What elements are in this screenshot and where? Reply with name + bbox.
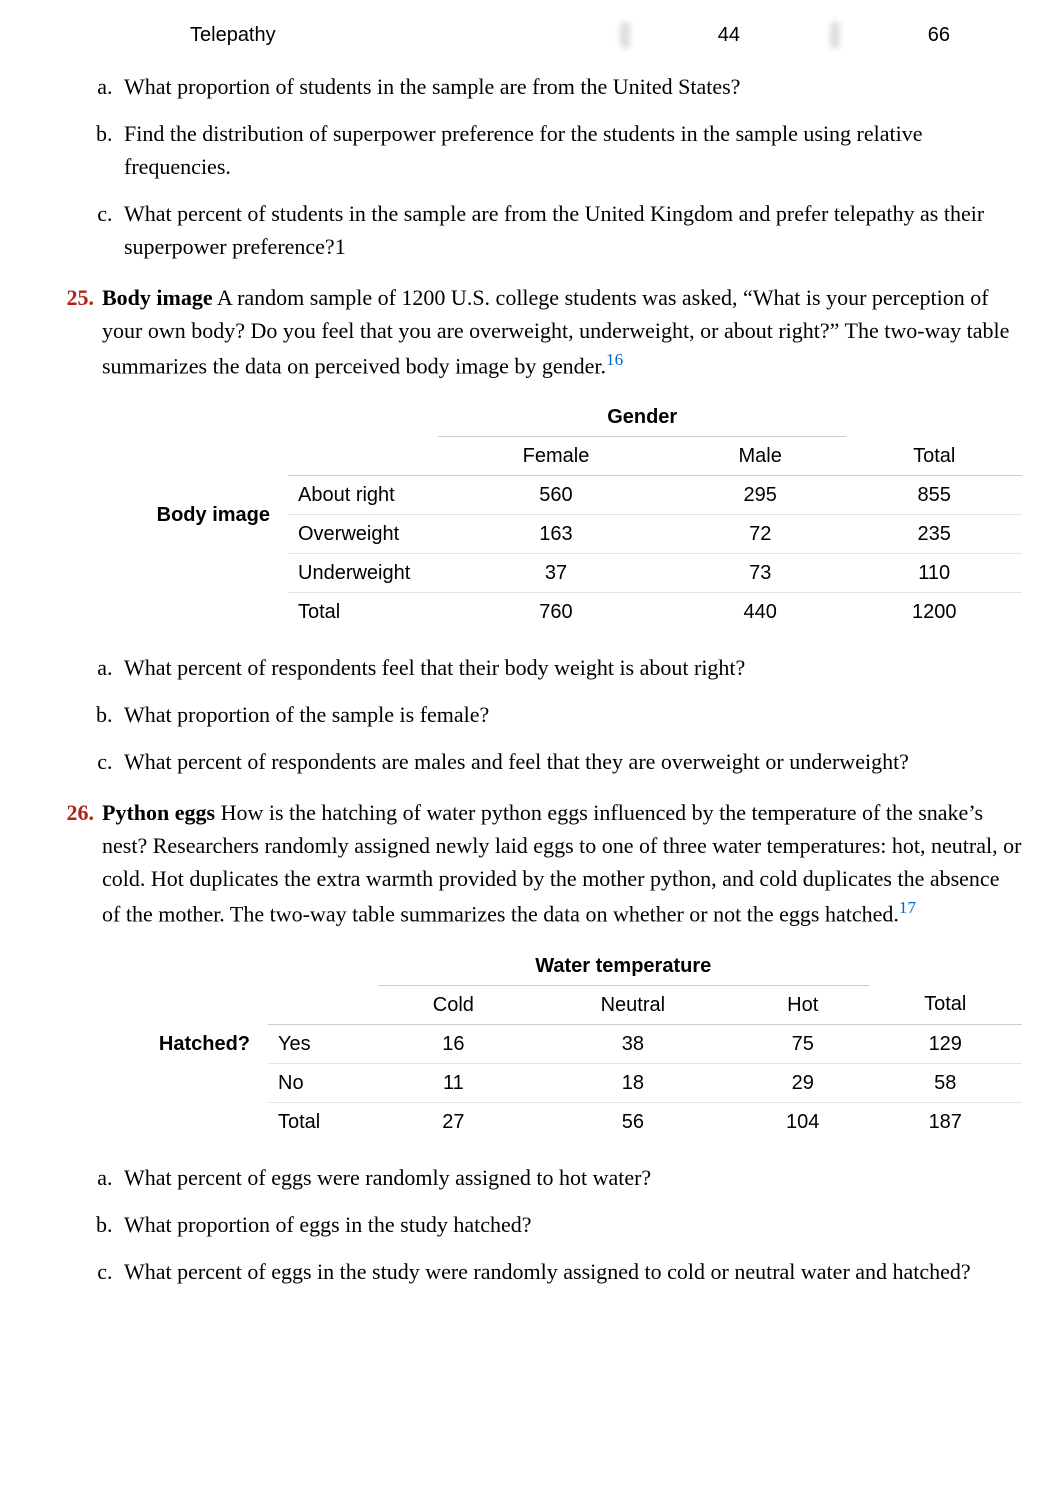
cell: 75	[737, 1024, 869, 1063]
problem-26: 26. Python eggs How is the hatching of w…	[40, 796, 1022, 930]
question-b: What proportion of the sample is female?	[118, 698, 1022, 731]
table-python-eggs: Hatched? Water temperature Cold Neutral …	[120, 947, 1022, 1141]
question-c: What percent of students in the sample a…	[118, 197, 1022, 263]
cell: 73	[674, 554, 846, 593]
question-c: What percent of eggs in the study were r…	[118, 1255, 1022, 1288]
table-total-row: Total 760 440 1200	[288, 593, 1022, 632]
footnote-ref[interactable]: 16	[606, 350, 623, 369]
problem-title: Python eggs	[102, 800, 215, 825]
cell: 27	[378, 1102, 529, 1141]
row-name: Total	[268, 1102, 378, 1141]
cell: 18	[529, 1063, 737, 1102]
col-header: Hot	[737, 985, 869, 1024]
cell: 16	[378, 1024, 529, 1063]
col-header: Neutral	[529, 985, 737, 1024]
table-body-image: Body image Gender Female Male Total	[120, 398, 1022, 631]
table-row: Overweight 163 72 235	[288, 515, 1022, 554]
col-header: Cold	[378, 985, 529, 1024]
fragment-label: Telepathy	[40, 20, 530, 50]
cell: 295	[674, 476, 846, 515]
fragment-row: Telepathy 44 66	[40, 20, 1022, 50]
row-name: Overweight	[288, 515, 438, 554]
cell: 163	[438, 515, 674, 554]
question-list-25: What percent of respondents feel that th…	[40, 651, 1022, 778]
problem-body: Python eggs How is the hatching of water…	[102, 796, 1022, 930]
col-header: Male	[674, 437, 846, 476]
table-row: About right 560 295 855	[288, 476, 1022, 515]
question-b: Find the distribution of superpower pref…	[118, 117, 1022, 183]
col-header: Total	[846, 437, 1022, 476]
col-header: Total	[869, 985, 1022, 1024]
question-list-1: What proportion of students in the sampl…	[40, 70, 1022, 263]
cell: 104	[737, 1102, 869, 1141]
problem-number: 25.	[40, 281, 102, 382]
footnote-ref[interactable]: 17	[899, 898, 916, 917]
table-row: Yes 16 38 75 129	[268, 1024, 1022, 1063]
problem-text: How is the hatching of water python eggs…	[102, 800, 1021, 926]
row-name: Underweight	[288, 554, 438, 593]
problem-25: 25. Body image A random sample of 1200 U…	[40, 281, 1022, 382]
table-row-label: Hatched?	[120, 947, 268, 1141]
cell: 56	[529, 1102, 737, 1141]
row-name: No	[268, 1063, 378, 1102]
row-name: Total	[288, 593, 438, 632]
question-c: What percent of respondents are males an…	[118, 745, 1022, 778]
table-group-header: Gender	[438, 398, 846, 437]
question-a: What percent of eggs were randomly assig…	[118, 1161, 1022, 1194]
table-total-row: Total 27 56 104 187	[268, 1102, 1022, 1141]
table-row: Underweight 37 73 110	[288, 554, 1022, 593]
col-header: Female	[438, 437, 674, 476]
cell: 72	[674, 515, 846, 554]
problem-text: A random sample of 1200 U.S. college stu…	[102, 285, 1009, 378]
cell: 29	[737, 1063, 869, 1102]
problem-number: 26.	[40, 796, 102, 930]
problem-title: Body image	[102, 285, 213, 310]
table-row-label: Body image	[120, 398, 288, 631]
question-a: What percent of respondents feel that th…	[118, 651, 1022, 684]
problem-body: Body image A random sample of 1200 U.S. …	[102, 281, 1022, 382]
row-name: Yes	[268, 1024, 378, 1063]
question-b: What proportion of eggs in the study hat…	[118, 1208, 1022, 1241]
cell: 58	[869, 1063, 1022, 1102]
cell: 129	[869, 1024, 1022, 1063]
cell: 760	[438, 593, 674, 632]
cell: 1200	[846, 593, 1022, 632]
cell: 11	[378, 1063, 529, 1102]
cell: 110	[846, 554, 1022, 593]
question-list-26: What percent of eggs were randomly assig…	[40, 1161, 1022, 1288]
fragment-val-1: 44	[680, 20, 740, 50]
table-row: No 11 18 29 58	[268, 1063, 1022, 1102]
cell: 440	[674, 593, 846, 632]
row-name: About right	[288, 476, 438, 515]
cell: 560	[438, 476, 674, 515]
cell: 235	[846, 515, 1022, 554]
blur-fragment	[830, 22, 840, 48]
fragment-val-2: 66	[890, 20, 950, 50]
question-a: What proportion of students in the sampl…	[118, 70, 1022, 103]
cell: 187	[869, 1102, 1022, 1141]
cell: 855	[846, 476, 1022, 515]
cell: 38	[529, 1024, 737, 1063]
blur-fragment	[620, 22, 630, 48]
table-group-header: Water temperature	[378, 947, 869, 986]
cell: 37	[438, 554, 674, 593]
